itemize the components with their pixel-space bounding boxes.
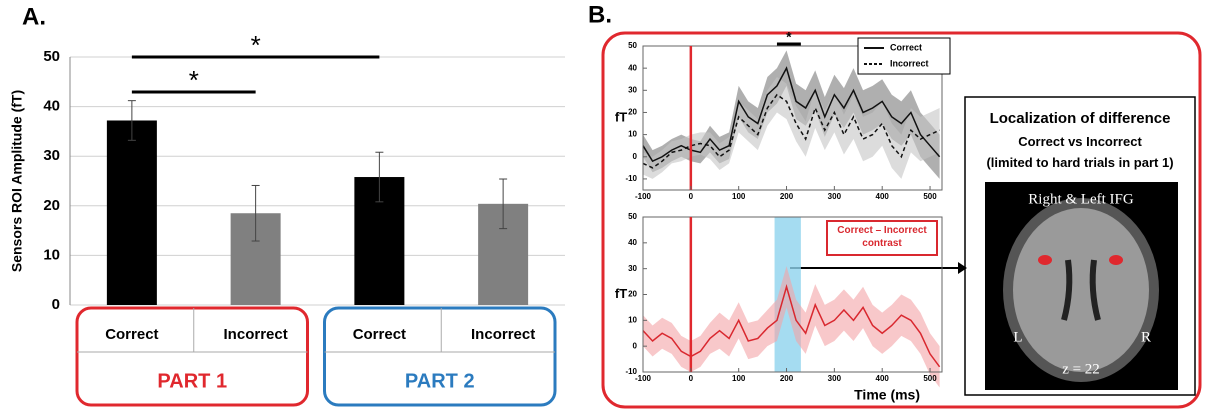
y-tick-label: 50 [43, 48, 60, 65]
x-tick-label: 100 [732, 192, 746, 201]
x-tick-label: 400 [876, 192, 890, 201]
panel-label: A. [22, 3, 46, 30]
x-tick-label: Incorrect [471, 326, 535, 343]
x-tick-label: Incorrect [224, 326, 288, 343]
y-tick-label: -10 [625, 367, 637, 376]
plot-frame [642, 45, 943, 191]
x-tick-label: 0 [689, 192, 694, 201]
x-axis-label: Time (ms) [854, 387, 920, 403]
y-tick-label: 10 [628, 130, 637, 139]
y-tick-label: 20 [43, 197, 60, 214]
brain-tissue [1013, 208, 1149, 372]
significance-label: * [786, 29, 792, 45]
x-tick-label: 0 [689, 374, 694, 383]
image-slice: z = 22 [1062, 361, 1100, 377]
image-right: R [1141, 329, 1151, 345]
y-tick-label: 0 [633, 341, 638, 350]
image-title: Right & Left IFG [1028, 191, 1134, 207]
group-frame [75, 306, 309, 407]
y-axis-label: Sensors ROI Amplitude (fT) [9, 90, 25, 272]
x-tick-label: 300 [828, 192, 842, 201]
legend-label: Incorrect [890, 58, 929, 68]
y-tick-label: 20 [628, 108, 637, 117]
arrow-head [958, 262, 967, 274]
x-tick-label: 500 [923, 374, 937, 383]
legend-frame [857, 37, 951, 75]
localization-note: (limited to hard trials in part 1) [986, 155, 1174, 170]
x-tick-label: -100 [635, 374, 652, 383]
activation-right [1109, 255, 1123, 265]
x-tick-label: 200 [780, 374, 794, 383]
legend-frame [826, 220, 938, 256]
x-tick-label: Correct [353, 326, 406, 343]
significance-label: * [251, 30, 261, 60]
y-tick-label: 30 [43, 147, 60, 164]
localization-subtitle: Correct vs Incorrect [1018, 134, 1142, 149]
y-tick-label: 40 [628, 238, 637, 247]
line [642, 66, 941, 163]
x-tick-label: 100 [732, 374, 746, 383]
y-tick-label: 10 [628, 315, 637, 324]
y-tick-label: 0 [52, 296, 60, 313]
legend-label: Correct [890, 42, 922, 52]
x-tick-label: 400 [876, 374, 890, 383]
x-tick-label: Correct [105, 326, 158, 343]
y-tick-label: 30 [628, 85, 637, 94]
brain-ventricles [1061, 259, 1101, 321]
x-tick-label: -100 [635, 192, 652, 201]
group-label: PART 2 [405, 370, 475, 392]
x-tick-label: 300 [828, 374, 842, 383]
y-tick-label: 50 [628, 41, 637, 50]
y-tick-label: 50 [628, 212, 637, 221]
significance-label: * [189, 65, 199, 95]
x-tick-label: 500 [923, 192, 937, 201]
panel-label: B. [588, 1, 612, 28]
y-tick-label: 0 [633, 152, 638, 161]
y-tick-label: 40 [628, 63, 637, 72]
y-axis-label: fT [615, 109, 627, 124]
bar [106, 120, 157, 305]
y-tick-label: 30 [628, 264, 637, 273]
activation-left [1038, 255, 1052, 265]
line [642, 284, 941, 368]
image-left: L [1013, 329, 1022, 345]
y-tick-label: 10 [43, 246, 60, 263]
x-tick-label: 200 [780, 192, 794, 201]
y-axis-label: fT [615, 286, 627, 301]
y-tick-label: 40 [43, 98, 60, 115]
group-frame [323, 306, 557, 407]
y-tick-label: 20 [628, 290, 637, 299]
line [642, 93, 940, 169]
legend-label: Correct – Incorrect contrast [837, 225, 927, 249]
panel-frame [601, 31, 1202, 409]
group-label: PART 1 [157, 370, 227, 392]
y-tick-label: -10 [625, 174, 637, 183]
localization-title: Localization of difference [989, 110, 1171, 127]
error-band [643, 266, 940, 388]
